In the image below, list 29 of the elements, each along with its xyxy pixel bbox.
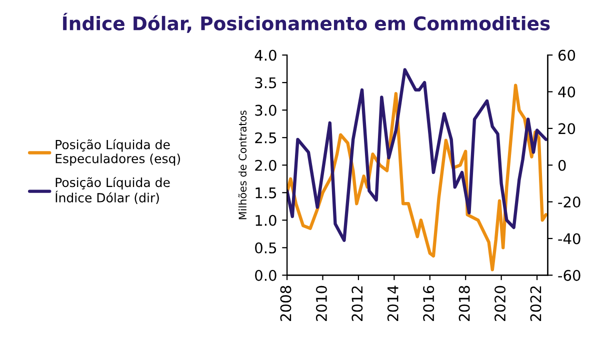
x-tick-label: 2008 bbox=[280, 286, 292, 321]
y2-tick-label: 60 bbox=[558, 50, 576, 61]
x-tick-label: 2012 bbox=[352, 286, 363, 321]
y-tick-label: 2.5 bbox=[255, 132, 276, 144]
y-tick-label: 3.0 bbox=[255, 104, 276, 116]
y2-tick-label: -20 bbox=[558, 196, 580, 208]
x-tick-label: 2020 bbox=[494, 286, 506, 321]
y-tick-label: 4.0 bbox=[254, 50, 276, 61]
y2-tick-label: 20 bbox=[558, 123, 576, 134]
chart-title: Índice Dólar, Posicionamento em Commodities bbox=[63, 12, 550, 33]
y-tick-label: 1.0 bbox=[256, 214, 276, 226]
y2-tick-label: 40 bbox=[558, 86, 576, 98]
x-tick-label: 2018 bbox=[458, 286, 470, 321]
y2-tick-label: -40 bbox=[558, 233, 580, 244]
y-tick-label: 3.5 bbox=[255, 77, 276, 88]
y-tick-label: 2.0 bbox=[255, 160, 276, 171]
y-axis-title: Milhões de Contratos bbox=[238, 110, 247, 220]
y-tick-label: 1.5 bbox=[256, 188, 276, 198]
y-tick-label: 0.5 bbox=[255, 242, 276, 254]
x-tick-label: 2016 bbox=[423, 286, 434, 321]
x-tick-label: 2022 bbox=[530, 286, 542, 321]
y-tick-label: 0.0 bbox=[255, 270, 276, 281]
line-series bbox=[287, 68, 548, 242]
x-tick-label: 2014 bbox=[387, 286, 398, 321]
x-tick-label: 2010 bbox=[316, 286, 327, 321]
legend-label: Posição Líquida de Especuladores (esq) bbox=[56, 139, 180, 166]
legend-label: Posição Líquida de Índice Dólar (dir) bbox=[56, 176, 170, 204]
y2-tick-label: 0 bbox=[558, 160, 566, 171]
y2-tick-label: -60 bbox=[558, 270, 580, 281]
